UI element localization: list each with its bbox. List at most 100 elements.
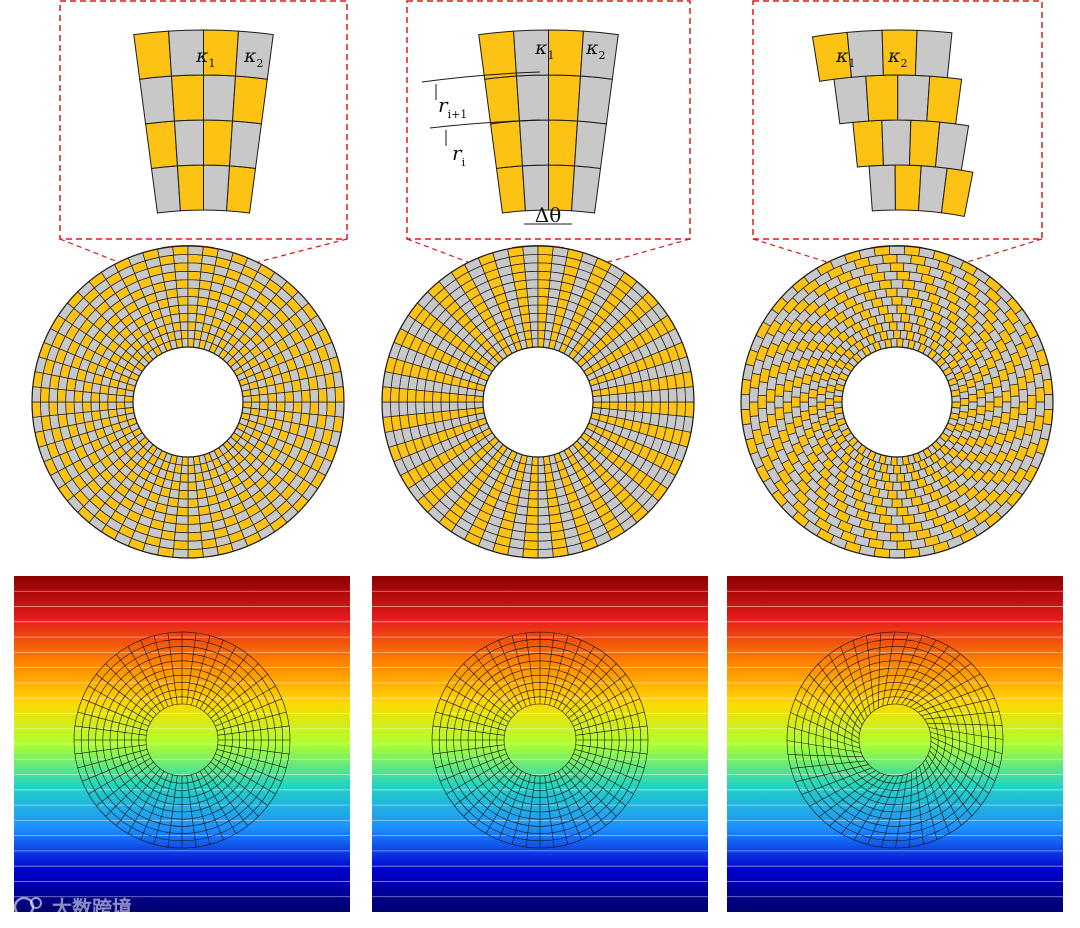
mesh-spoke [914,673,981,710]
inset-cell [833,75,870,125]
cell [522,245,539,256]
cell [634,391,644,403]
cell [878,514,892,525]
cell [300,401,311,415]
cell [465,394,476,403]
cell [967,385,978,396]
cell [537,548,554,559]
mesh-spoke [574,711,645,731]
cell [527,296,539,306]
mesh-spoke [840,646,868,718]
mesh-spoke [930,745,989,794]
cell [82,401,92,413]
cell [175,279,189,290]
cell [684,386,695,403]
inset-cell [133,30,173,80]
mesh-spoke [801,686,860,735]
cell [901,497,913,508]
zoom-insets [59,0,1043,294]
cell [195,480,206,491]
cell [537,279,551,290]
cell [890,338,898,348]
cell [888,549,906,559]
mesh-spoke [881,775,904,848]
inset-cell [908,119,941,168]
cell [187,540,203,550]
mesh-spoke [900,646,949,705]
inset-cell [518,119,549,167]
inset-cell [865,74,899,122]
mesh-spoke [217,725,290,736]
cell [609,393,619,403]
cell [521,321,532,332]
inset-cell [548,74,582,122]
cell [406,388,417,403]
cell [124,401,134,409]
cell [65,401,76,415]
mesh-spoke [557,771,595,834]
mesh-ring [858,703,932,777]
cell [893,464,901,475]
cell [176,506,189,517]
mesh-spoke [215,698,282,727]
cell [890,279,904,289]
mesh-spoke [485,771,523,834]
cell [545,480,556,491]
cell [833,407,844,415]
inset-cell [852,119,884,168]
mesh-spoke [573,698,640,727]
field-plot-2 [372,576,708,912]
cell [523,254,539,264]
inset-cell [484,75,521,125]
mesh-spoke [828,654,865,721]
mesh-spoke [525,632,536,705]
cell [1035,387,1045,403]
cell [537,245,554,256]
cell [984,401,995,412]
kappa-1-label: κ1 [835,45,855,70]
mesh-spoke [216,711,287,731]
cell [886,329,895,340]
kappa-2-label: κ2 [243,45,263,70]
cell [194,472,205,483]
mesh-spoke [561,654,606,712]
mesh-spoke [195,773,224,840]
cell [465,401,476,410]
mesh-spoke [474,768,519,826]
mesh-spoke [213,757,276,795]
inset-cell [515,74,549,122]
mesh-spoke [199,646,237,709]
cell [883,313,894,324]
mesh-spoke [463,765,515,817]
cell [782,401,793,414]
cell [173,531,189,542]
cell [73,390,84,403]
cell [891,296,903,306]
mesh-spoke [203,654,248,712]
mesh-spoke [930,741,996,782]
cell [684,401,695,418]
cell [896,321,906,331]
cell [878,279,892,290]
mesh-spoke [922,762,950,834]
mesh-ring [822,667,968,813]
mesh-spoke [544,775,555,848]
cell [876,530,891,542]
cell [520,313,531,324]
cell [808,405,819,416]
cell [591,389,602,397]
mesh-spoke [446,685,509,723]
inset-cell [234,30,274,80]
cell [82,391,92,403]
cell [537,254,553,264]
cell [267,392,278,403]
cell [432,391,442,403]
cell [529,321,539,331]
mesh-spoke [928,727,1004,740]
inset-cell [868,164,896,212]
mesh-spoke [463,663,515,715]
cell [903,262,918,274]
cell [173,540,189,550]
mesh-spoke [77,749,148,769]
mesh-spoke [191,774,211,845]
